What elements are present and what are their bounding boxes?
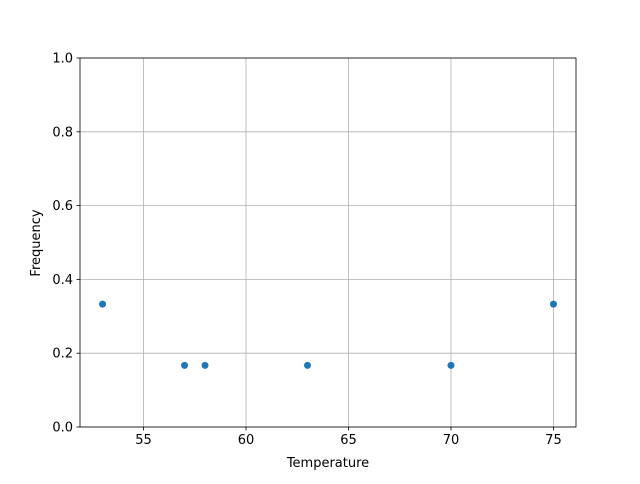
data-point bbox=[304, 361, 312, 369]
y-axis-label: Frequency bbox=[29, 209, 44, 276]
y-tick-label: 0.6 bbox=[52, 199, 73, 214]
data-point bbox=[181, 361, 189, 369]
plot-frame bbox=[79, 57, 577, 428]
data-point bbox=[447, 361, 455, 369]
grid bbox=[80, 57, 576, 428]
data-point bbox=[201, 361, 209, 369]
y-tick-label: 0.8 bbox=[52, 125, 73, 140]
data-point bbox=[549, 300, 557, 308]
x-tick-label: 75 bbox=[545, 433, 562, 448]
data-points bbox=[99, 300, 557, 369]
y-tick-label: 0.0 bbox=[52, 421, 73, 436]
ticks: 55 60 65 70 75 0.0 0.2 0.4 0.6 0.8 1.0 bbox=[52, 52, 561, 449]
y-tick-label: 0.2 bbox=[52, 347, 73, 362]
data-point bbox=[99, 300, 107, 308]
y-tick-label: 0.4 bbox=[52, 273, 73, 288]
x-tick-label: 65 bbox=[340, 433, 357, 448]
x-tick-label: 60 bbox=[238, 433, 255, 448]
x-axis-label: Temperature bbox=[286, 456, 369, 471]
x-tick-label: 55 bbox=[135, 433, 152, 448]
y-tick-label: 1.0 bbox=[52, 52, 73, 67]
x-tick-label: 70 bbox=[443, 433, 460, 448]
